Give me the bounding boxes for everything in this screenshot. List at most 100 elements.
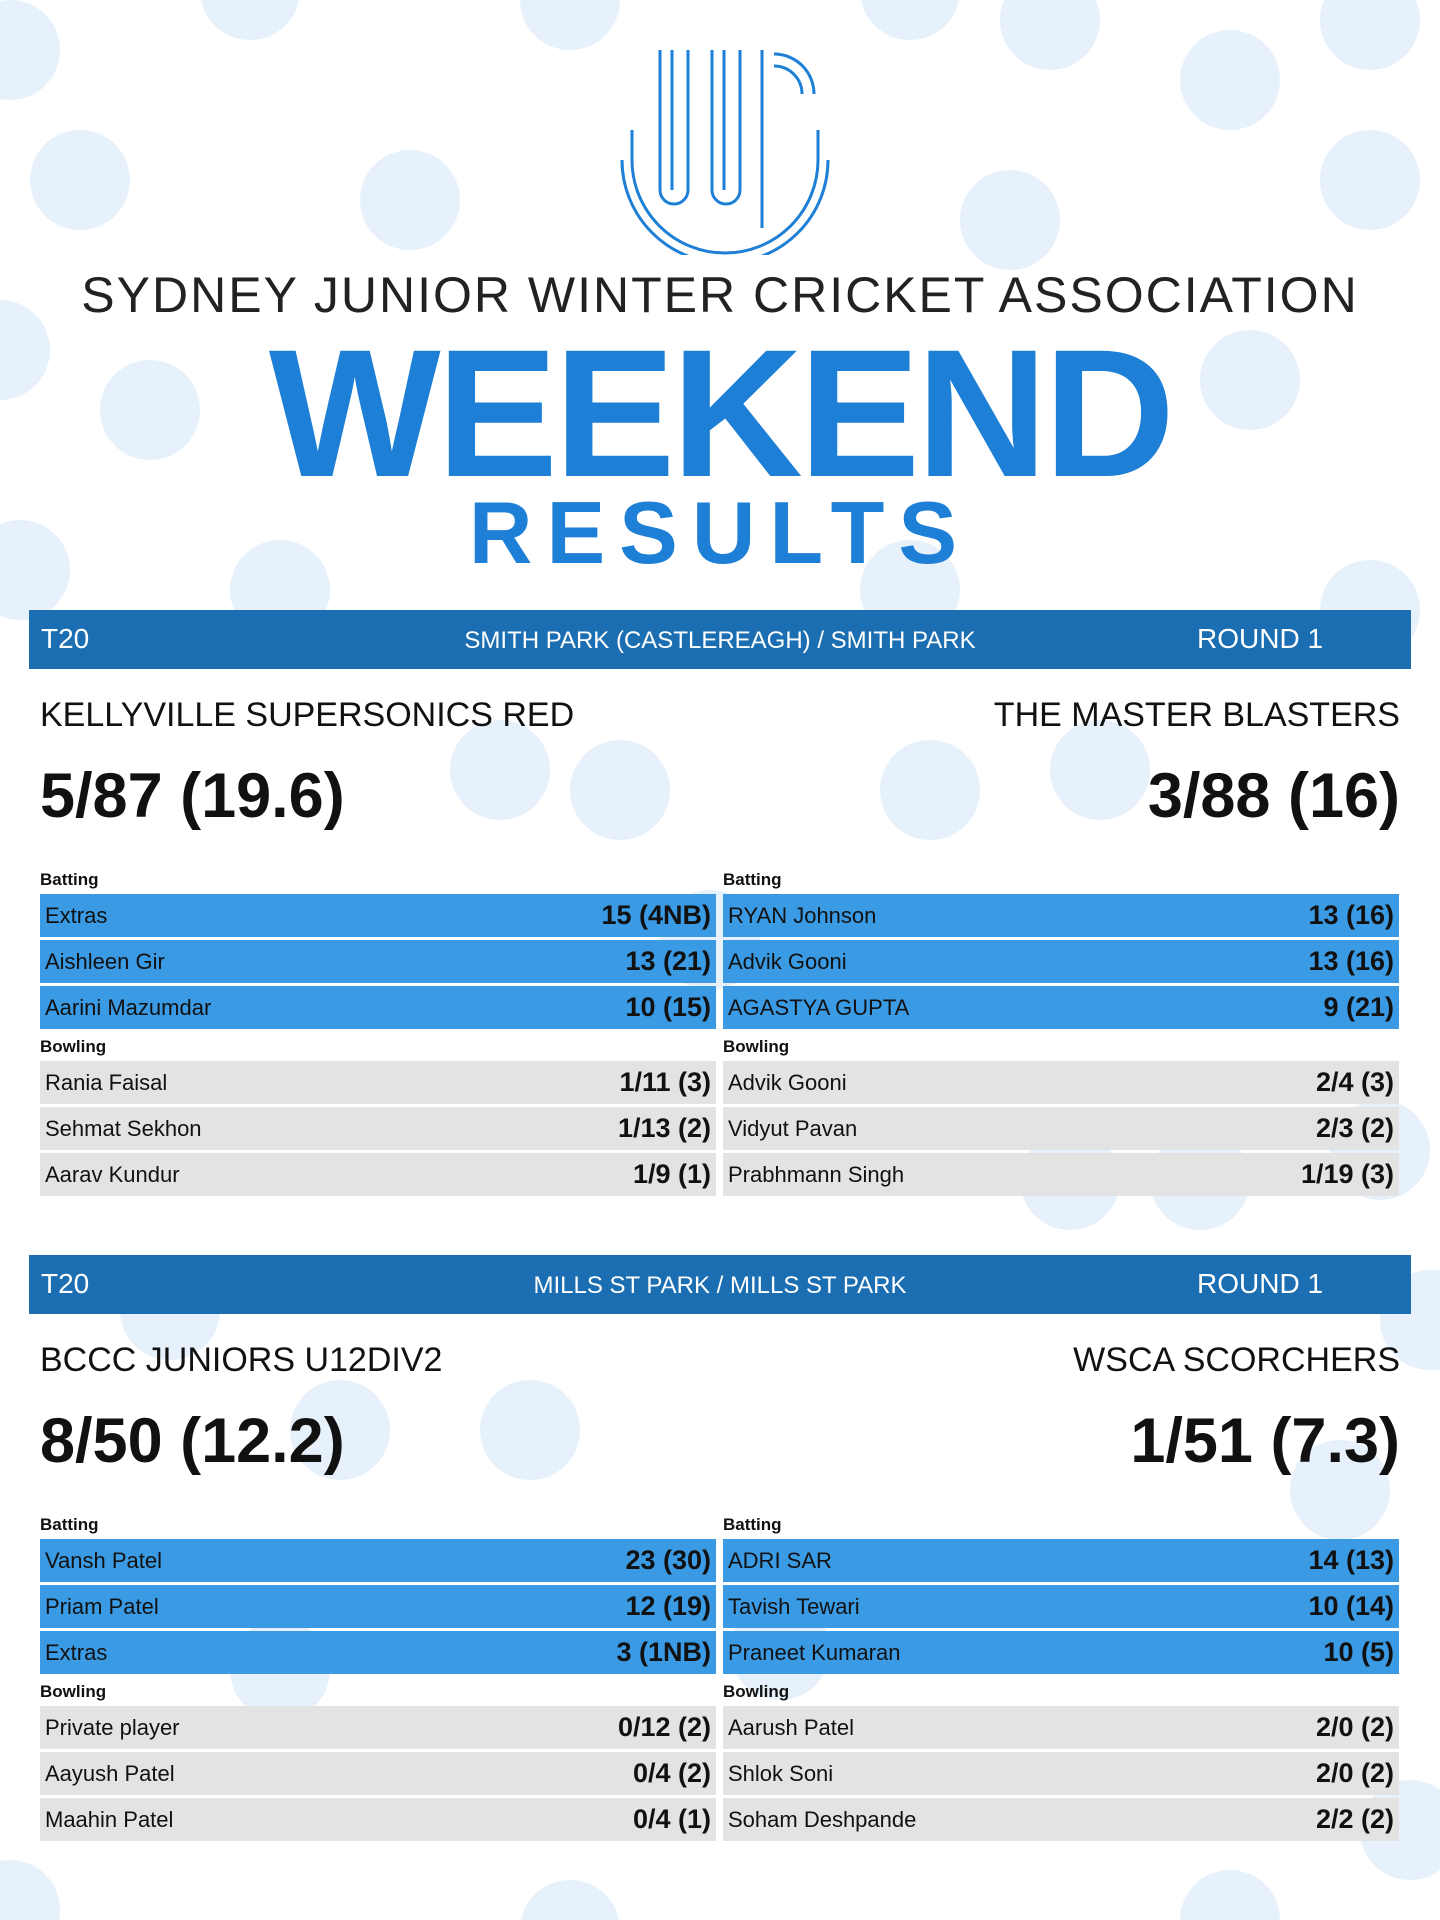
player-name: Aarini Mazumdar bbox=[45, 994, 212, 1020]
bowling-figure: 0/4 (1) bbox=[632, 1804, 711, 1834]
batting-row: RYAN Johnson 13 (16) bbox=[723, 894, 1399, 937]
batting-figure: 13 (16) bbox=[1308, 900, 1394, 930]
player-name: Soham Deshpande bbox=[728, 1806, 917, 1832]
bowling-row: Private player 0/12 (2) bbox=[40, 1706, 716, 1749]
match-round: ROUND 1 bbox=[1197, 623, 1324, 654]
headline-weekend: WEEKEND bbox=[268, 311, 1175, 515]
bowling-figure: 2/3 (2) bbox=[1315, 1113, 1394, 1143]
batting-row: Aishleen Gir 13 (21) bbox=[40, 940, 716, 983]
away-team-name: THE MASTER BLASTERS bbox=[993, 696, 1400, 734]
batting-row: Praneet Kumaran 10 (5) bbox=[723, 1631, 1399, 1674]
bowling-row: Aayush Patel 0/4 (2) bbox=[40, 1752, 716, 1795]
batting-figure: 23 (30) bbox=[625, 1545, 711, 1575]
batting-label: Batting bbox=[40, 870, 99, 889]
batting-figure: 15 (4NB) bbox=[601, 900, 711, 930]
away-team-score: 1/51 (7.3) bbox=[1130, 1406, 1400, 1476]
bowling-row: Advik Gooni 2/4 (3) bbox=[723, 1061, 1399, 1104]
player-name: Aayush Patel bbox=[45, 1760, 175, 1786]
batting-figure: 13 (21) bbox=[625, 946, 711, 976]
bowling-figure: 2/4 (3) bbox=[1315, 1067, 1394, 1097]
player-name: Aarav Kundur bbox=[45, 1161, 180, 1187]
player-name: Sehmat Sekhon bbox=[45, 1115, 202, 1141]
match-info-bar: T20 SMITH PARK (CASTLEREAGH) / SMITH PAR… bbox=[29, 610, 1411, 669]
home-team-name: KELLYVILLE SUPERSONICS RED bbox=[40, 696, 575, 734]
bowling-figure: 1/9 (1) bbox=[632, 1159, 711, 1189]
match-venue: SMITH PARK (CASTLEREAGH) / SMITH PARK bbox=[464, 627, 976, 654]
sjwca-logo-icon bbox=[620, 50, 830, 255]
bowling-row: Maahin Patel 0/4 (1) bbox=[40, 1798, 716, 1841]
match-info-bar: T20 MILLS ST PARK / MILLS ST PARK ROUND … bbox=[29, 1255, 1411, 1314]
player-name: RYAN Johnson bbox=[728, 902, 877, 928]
batting-figure: 13 (16) bbox=[1308, 946, 1394, 976]
batting-row: AGASTYA GUPTA 9 (21) bbox=[723, 986, 1399, 1029]
home-stats: Batting Extras 15 (4NB) Aishleen Gir 13 (2… bbox=[40, 865, 716, 1199]
batting-row: Vansh Patel 23 (30) bbox=[40, 1539, 716, 1582]
batting-label: Batting bbox=[40, 1515, 99, 1534]
batting-figure: 10 (14) bbox=[1308, 1591, 1394, 1621]
home-team-score: 5/87 (19.6) bbox=[40, 761, 345, 831]
player-name: AGASTYA GUPTA bbox=[728, 994, 910, 1020]
batting-figure: 3 (1NB) bbox=[616, 1637, 711, 1667]
batting-figure: 14 (13) bbox=[1308, 1545, 1394, 1575]
away-stats: Batting RYAN Johnson 13 (16) Advik Gooni 1… bbox=[723, 865, 1399, 1199]
home-team-score: 8/50 (12.2) bbox=[40, 1406, 345, 1476]
bowling-row: Prabhmann Singh 1/19 (3) bbox=[723, 1153, 1399, 1196]
batting-figure: 10 (5) bbox=[1323, 1637, 1394, 1667]
batting-label: Batting bbox=[723, 870, 782, 889]
batting-row: Priam Patel 12 (19) bbox=[40, 1585, 716, 1628]
batting-figure: 10 (15) bbox=[625, 992, 711, 1022]
away-team-name: WSCA SCORCHERS bbox=[1073, 1341, 1400, 1379]
away-stats: Batting ADRI SAR 14 (13) Tavish Tewari 10 … bbox=[723, 1510, 1399, 1844]
batting-figure: 12 (19) bbox=[625, 1591, 711, 1621]
bowling-label: Bowling bbox=[723, 1037, 790, 1056]
bowling-figure: 2/0 (2) bbox=[1315, 1712, 1394, 1742]
bowling-figure: 2/2 (2) bbox=[1315, 1804, 1394, 1834]
association-name: SYDNEY JUNIOR WINTER CRICKET ASSOCIATION bbox=[81, 267, 1359, 323]
bowling-label: Bowling bbox=[40, 1037, 107, 1056]
bowling-row: Soham Deshpande 2/2 (2) bbox=[723, 1798, 1399, 1841]
batting-row: Advik Gooni 13 (16) bbox=[723, 940, 1399, 983]
batting-row: Extras 3 (1NB) bbox=[40, 1631, 716, 1674]
bowling-figure: 1/11 (3) bbox=[619, 1067, 711, 1097]
match-card: T20 MILLS ST PARK / MILLS ST PARK ROUND … bbox=[0, 1255, 1440, 1875]
bowling-row: Rania Faisal 1/11 (3) bbox=[40, 1061, 716, 1104]
player-name: Priam Patel bbox=[45, 1593, 159, 1619]
match-card: T20 SMITH PARK (CASTLEREAGH) / SMITH PAR… bbox=[0, 610, 1440, 1230]
bowling-figure: 1/13 (2) bbox=[617, 1113, 711, 1143]
away-team-score: 3/88 (16) bbox=[1147, 761, 1400, 831]
bowling-figure: 0/4 (2) bbox=[632, 1758, 711, 1788]
bowling-label: Bowling bbox=[723, 1682, 790, 1701]
bowling-row: Sehmat Sekhon 1/13 (2) bbox=[40, 1107, 716, 1150]
player-name: ADRI SAR bbox=[728, 1547, 832, 1573]
batting-row: ADRI SAR 14 (13) bbox=[723, 1539, 1399, 1582]
player-name: Advik Gooni bbox=[728, 1069, 847, 1095]
home-team-name: BCCC JUNIORS U12DIV2 bbox=[40, 1341, 443, 1379]
bowling-label: Bowling bbox=[40, 1682, 107, 1701]
match-format: T20 bbox=[41, 623, 90, 654]
bowling-figure: 1/19 (3) bbox=[1300, 1159, 1394, 1189]
match-round: ROUND 1 bbox=[1197, 1268, 1324, 1299]
subheadline-results: RESULTS bbox=[468, 483, 972, 582]
match-format: T20 bbox=[41, 1268, 90, 1299]
bowling-row: Aarav Kundur 1/9 (1) bbox=[40, 1153, 716, 1196]
player-name: Rania Faisal bbox=[45, 1069, 168, 1095]
bowling-row: Shlok Soni 2/0 (2) bbox=[723, 1752, 1399, 1795]
player-name: Prabhmann Singh bbox=[728, 1161, 905, 1187]
player-name: Praneet Kumaran bbox=[728, 1639, 901, 1665]
player-name: Vansh Patel bbox=[45, 1547, 163, 1573]
bowling-row: Aarush Patel 2/0 (2) bbox=[723, 1706, 1399, 1749]
home-stats: Batting Vansh Patel 23 (30) Priam Patel 12… bbox=[40, 1510, 716, 1844]
batting-row: Aarini Mazumdar 10 (15) bbox=[40, 986, 716, 1029]
player-name: Private player bbox=[45, 1714, 180, 1740]
player-name: Extras bbox=[45, 902, 108, 928]
bowling-figure: 0/12 (2) bbox=[617, 1712, 711, 1742]
player-name: Maahin Patel bbox=[45, 1806, 174, 1832]
player-name: Aishleen Gir bbox=[45, 948, 165, 974]
batting-figure: 9 (21) bbox=[1323, 992, 1394, 1022]
batting-label: Batting bbox=[723, 1515, 782, 1534]
player-name: Tavish Tewari bbox=[728, 1593, 860, 1619]
player-name: Shlok Soni bbox=[728, 1760, 834, 1786]
player-name: Aarush Patel bbox=[728, 1714, 854, 1740]
player-name: Advik Gooni bbox=[728, 948, 847, 974]
match-venue: MILLS ST PARK / MILLS ST PARK bbox=[533, 1272, 907, 1299]
